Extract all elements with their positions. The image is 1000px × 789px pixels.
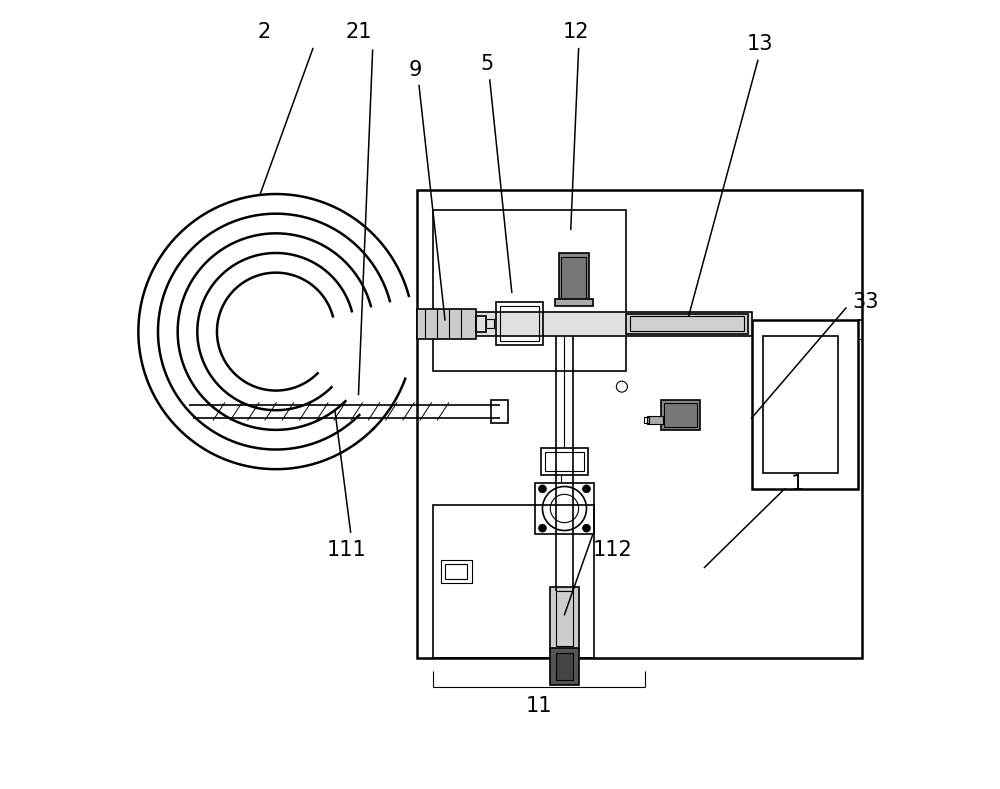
Bar bbox=[535, 484, 594, 533]
Bar bbox=[449, 312, 752, 335]
Bar bbox=[545, 451, 584, 471]
Bar bbox=[763, 335, 838, 473]
Text: 13: 13 bbox=[746, 34, 773, 54]
Text: 111: 111 bbox=[327, 540, 367, 560]
Bar bbox=[630, 316, 744, 331]
Bar bbox=[496, 302, 543, 346]
Circle shape bbox=[539, 524, 546, 532]
Bar bbox=[626, 314, 748, 334]
Text: 112: 112 bbox=[593, 540, 633, 560]
Bar bbox=[417, 190, 862, 658]
Circle shape bbox=[583, 524, 590, 532]
Bar bbox=[491, 400, 508, 423]
Bar bbox=[550, 587, 579, 650]
Text: 2: 2 bbox=[258, 22, 271, 43]
Bar bbox=[541, 447, 588, 475]
Bar bbox=[476, 316, 486, 331]
Text: 21: 21 bbox=[345, 22, 372, 43]
Circle shape bbox=[539, 485, 546, 493]
Bar bbox=[556, 591, 573, 646]
Text: 9: 9 bbox=[408, 60, 422, 80]
Text: 12: 12 bbox=[563, 22, 590, 43]
Bar bbox=[644, 417, 649, 423]
Bar bbox=[486, 319, 494, 328]
Text: 1: 1 bbox=[791, 474, 804, 494]
Text: 33: 33 bbox=[852, 292, 879, 312]
Text: 11: 11 bbox=[526, 697, 553, 716]
Bar bbox=[445, 563, 467, 579]
Bar bbox=[556, 653, 573, 680]
Bar bbox=[752, 320, 858, 489]
Text: 5: 5 bbox=[480, 54, 493, 73]
Bar bbox=[441, 559, 472, 583]
Bar bbox=[500, 306, 539, 342]
Circle shape bbox=[583, 485, 590, 493]
Bar bbox=[647, 416, 663, 424]
Bar bbox=[433, 210, 626, 371]
Bar bbox=[561, 257, 586, 300]
Bar bbox=[664, 403, 697, 427]
Bar bbox=[433, 505, 594, 658]
Bar bbox=[555, 298, 593, 306]
Bar bbox=[550, 648, 579, 686]
Bar bbox=[417, 308, 476, 338]
Bar bbox=[661, 400, 700, 430]
Bar bbox=[559, 253, 589, 300]
